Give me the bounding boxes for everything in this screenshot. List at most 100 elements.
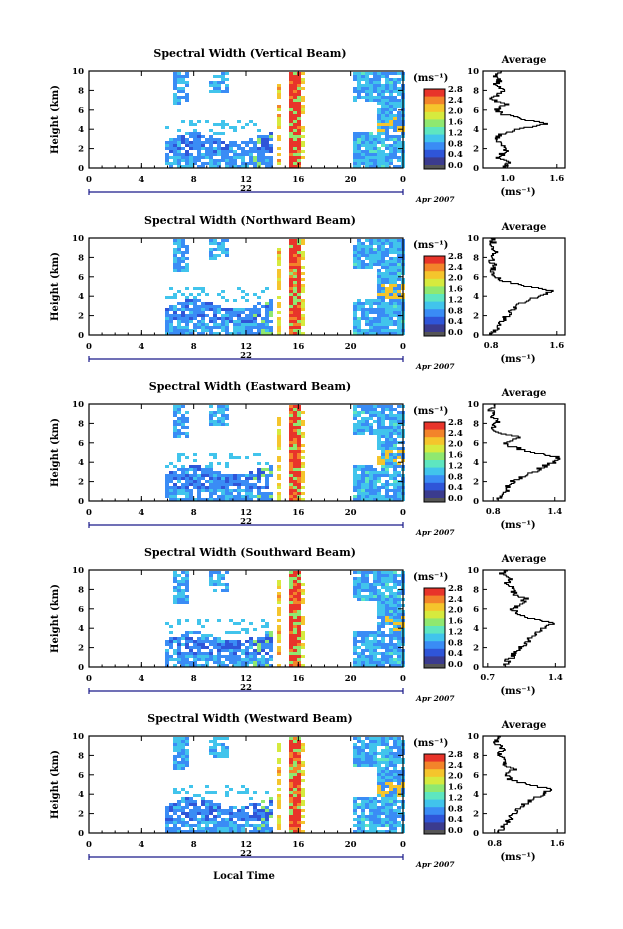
- heatmap-cell: [177, 643, 181, 646]
- heatmap-cell: [397, 619, 401, 622]
- heatmap-cell: [269, 159, 273, 162]
- heatmap-cell: [385, 767, 389, 770]
- heatmap-cell: [173, 827, 177, 830]
- heatmap-cell: [393, 87, 397, 90]
- heatmap-cell: [373, 477, 377, 480]
- heatmap-cell: [193, 465, 197, 468]
- heatmap-cell: [289, 773, 293, 776]
- heatmap-cell: [185, 652, 189, 655]
- colorbar-swatch: [424, 324, 445, 333]
- heatmap-cell: [369, 812, 373, 815]
- heatmap-cell: [377, 821, 381, 824]
- colorbar-swatch: [424, 437, 445, 446]
- heatmap-cell: [385, 619, 389, 622]
- heatmap-cell: [353, 411, 357, 414]
- heatmap-cell: [297, 429, 301, 432]
- heatmap-cell: [377, 159, 381, 162]
- heatmap-cell: [173, 737, 177, 740]
- heatmap-cell: [245, 329, 249, 332]
- heatmap-cell: [225, 571, 229, 574]
- heatmap-cell: [297, 465, 301, 468]
- heatmap-cell: [377, 108, 381, 111]
- heatmap-cell: [213, 806, 217, 809]
- heatmap-cell: [193, 141, 197, 144]
- heatmap-cell: [173, 296, 177, 299]
- heatmap-cell: [357, 84, 361, 87]
- heatmap-cell: [185, 830, 189, 833]
- heatmap-cell: [225, 586, 229, 589]
- y-tick-label: 10: [72, 67, 84, 77]
- heatmap-cell: [181, 577, 185, 580]
- heatmap-cell: [365, 332, 369, 335]
- heatmap-cell: [373, 96, 377, 99]
- heatmap-cell: [377, 411, 381, 414]
- heatmap-cell: [209, 254, 213, 257]
- heatmap-cell: [289, 117, 293, 120]
- heatmap-cell: [269, 634, 273, 637]
- heatmap-cell: [357, 251, 361, 254]
- heatmap-cell: [205, 791, 209, 794]
- heatmap-cell: [373, 583, 377, 586]
- avg-y-tick-label: 4: [473, 292, 479, 302]
- heatmap-cell: [201, 305, 205, 308]
- heatmap-cell: [289, 607, 293, 610]
- heatmap-cell: [177, 302, 181, 305]
- heatmap-cell: [189, 498, 193, 501]
- heatmap-cell: [177, 486, 181, 489]
- heatmap-cell: [217, 132, 221, 135]
- heatmap-cell: [393, 311, 397, 314]
- heatmap-cell: [389, 81, 393, 84]
- heatmap-cell: [297, 806, 301, 809]
- heatmap-cell: [377, 779, 381, 782]
- heatmap-cell: [289, 474, 293, 477]
- heatmap-cell: [169, 317, 173, 320]
- heatmap-cell: [297, 655, 301, 658]
- heatmap-cell: [373, 414, 377, 417]
- heatmap-cell: [381, 770, 385, 773]
- heatmap-cell: [237, 147, 241, 150]
- heatmap-cell: [389, 78, 393, 81]
- heatmap-cell: [189, 141, 193, 144]
- heatmap-cell: [225, 329, 229, 332]
- heatmap-cell: [217, 141, 221, 144]
- heatmap-cell: [373, 489, 377, 492]
- heatmap-cell: [373, 257, 377, 260]
- heatmap-cell: [377, 248, 381, 251]
- heatmap-cell: [297, 649, 301, 652]
- heatmap-cell: [209, 640, 213, 643]
- heatmap-cell: [173, 326, 177, 329]
- heatmap-cell: [213, 589, 217, 592]
- heatmap-cell: [301, 432, 305, 435]
- heatmap-cell: [233, 498, 237, 501]
- heatmap-cell: [237, 824, 241, 827]
- heatmap-cell: [385, 332, 389, 335]
- heatmap-cell: [265, 486, 269, 489]
- heatmap-cell: [361, 583, 365, 586]
- heatmap-cell: [249, 326, 253, 329]
- heatmap-cell: [197, 477, 201, 480]
- heatmap-cell: [397, 432, 401, 435]
- heatmap-cell: [389, 435, 393, 438]
- heatmap-cell: [377, 634, 381, 637]
- heatmap-cell: [353, 595, 357, 598]
- x-tick-label: 4: [138, 674, 144, 684]
- heatmap-cell: [265, 622, 269, 625]
- heatmap-cell: [393, 302, 397, 305]
- heatmap-cell: [257, 141, 261, 144]
- heatmap-cell: [225, 486, 229, 489]
- heatmap-cell: [373, 248, 377, 251]
- heatmap-cell: [297, 156, 301, 159]
- heatmap-cell: [213, 755, 217, 758]
- heatmap-cell: [297, 577, 301, 580]
- heatmap-cell: [229, 824, 233, 827]
- heatmap-cell: [393, 809, 397, 812]
- heatmap-cell: [177, 153, 181, 156]
- heatmap-cell: [245, 141, 249, 144]
- colorbar-swatch: [424, 648, 445, 657]
- heatmap-cell: [181, 266, 185, 269]
- heatmap-cell: [293, 495, 297, 498]
- heatmap-cell: [289, 150, 293, 153]
- heatmap-cell: [369, 78, 373, 81]
- heatmap-cell: [365, 818, 369, 821]
- heatmap-cell: [353, 162, 357, 165]
